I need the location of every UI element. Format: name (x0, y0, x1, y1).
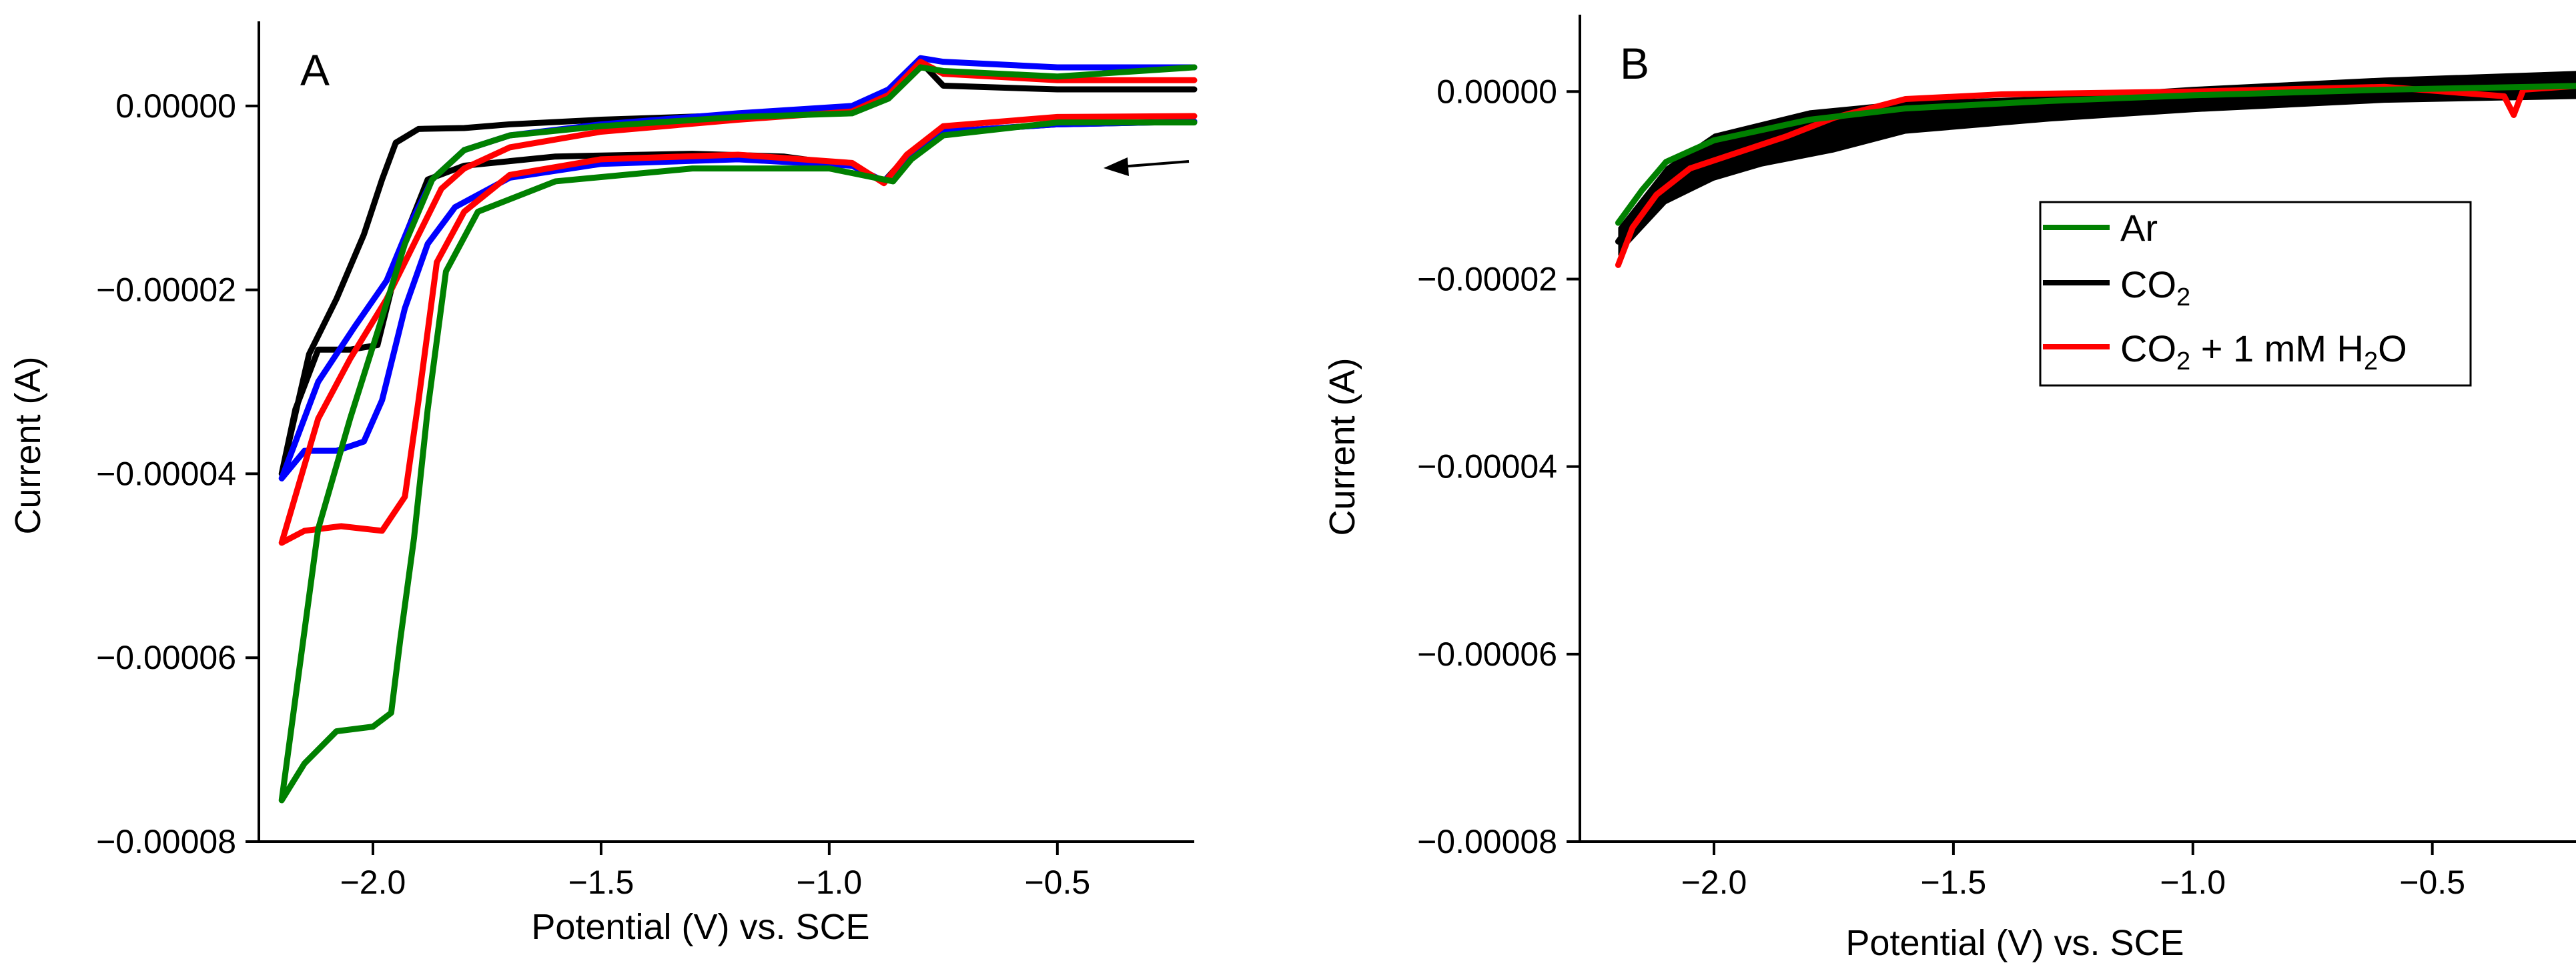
y-tick-label: −0.00006 (1417, 636, 1557, 673)
x-tick-label: −1.5 (568, 864, 634, 901)
series-band-co2 (1618, 71, 2576, 256)
panel-a-scan-direction-arrow (1104, 157, 1190, 176)
panel-a-x-ticks: −2.0 −1.5 −1.0 −0.5 (340, 842, 1090, 901)
series-line-blue (278, 55, 1198, 481)
y-tick-label: −0.00008 (96, 823, 236, 860)
panel-a: −2.0 −1.5 −1.0 −0.5 0.00000 −0.00002 −0.00004… (8, 21, 1198, 947)
panel-b-x-ticks: −2.0 −1.5 −1.0 −0.5 (1681, 842, 2465, 901)
x-tick-label: −2.0 (340, 864, 406, 901)
panel-a-letter: A (300, 45, 330, 95)
x-tick-label: −1.0 (797, 864, 863, 901)
panel-b: −2.0 −1.5 −1.0 −0.5 0.00000 −0.00002 −0.00004… (1322, 15, 2576, 963)
x-tick-label: −1.0 (2160, 864, 2226, 901)
panel-b-y-axis-title: Current (A) (1322, 357, 1362, 536)
y-tick-label: −0.00004 (96, 455, 236, 492)
series-line-ar (1615, 83, 2576, 226)
y-tick-label: −0.00002 (1417, 260, 1557, 297)
panel-a-y-ticks: 0.00000 −0.00002 −0.00004 −0.00006 −0.00008 (96, 87, 259, 860)
series-line-green (278, 64, 1198, 804)
panel-b-letter: B (1620, 39, 1649, 88)
y-tick-label: −0.00004 (1417, 448, 1557, 486)
panel-b-legend: Ar CO2 CO2 + 1 mM H2O (2039, 201, 2472, 387)
panel-b-y-ticks: 0.00000 −0.00002 −0.00004 −0.00006 −0.00008 (1417, 73, 1580, 860)
y-tick-label: −0.00008 (1417, 823, 1557, 860)
panel-b-series (1615, 71, 2576, 268)
y-tick-label: 0.00000 (115, 87, 236, 125)
legend-label-ar: Ar (2120, 207, 2158, 249)
x-tick-label: −1.5 (1921, 864, 1987, 901)
y-tick-label: −0.00002 (96, 271, 236, 309)
panel-a-y-axis-title: Current (A) (8, 356, 48, 534)
x-tick-label: −0.5 (2399, 864, 2465, 901)
panel-a-series (278, 55, 1198, 804)
legend-box (2039, 201, 2472, 387)
panel-a-x-axis-title: Potential (V) vs. SCE (531, 907, 869, 947)
series-line-co2-1-mm-h2o (1615, 83, 2576, 268)
y-tick-label: 0.00000 (1436, 73, 1557, 110)
y-tick-label: −0.00006 (96, 639, 236, 676)
x-tick-label: −2.0 (1681, 864, 1747, 901)
x-tick-label: −0.5 (1024, 864, 1090, 901)
legend-label-co2-water: CO2 + 1 mM H2O (2120, 327, 2407, 375)
panel-b-x-axis-title: Potential (V) vs. SCE (1845, 923, 2184, 963)
